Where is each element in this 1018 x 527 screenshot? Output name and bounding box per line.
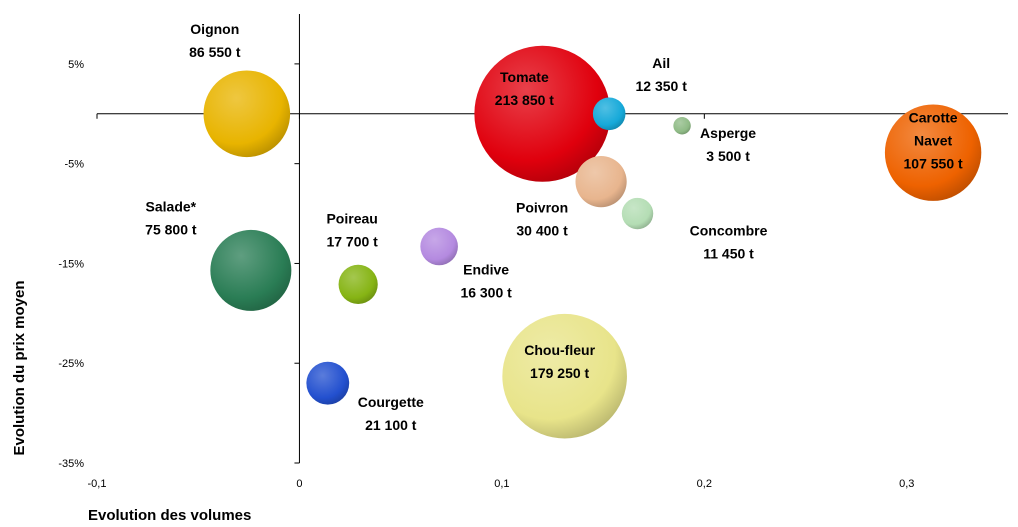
bubble-endive	[420, 227, 458, 266]
bubble-oignon	[203, 70, 291, 158]
y-tick-label: -15%	[58, 258, 84, 270]
bubble-label-poireau: Poireau 17 700 t	[326, 210, 378, 249]
bubble-tomate	[474, 45, 611, 182]
y-axis-title: Evolution du prix moyen	[11, 280, 28, 455]
bubble-labels: Oignon 86 550 t Tomate 213 850 t Ail 12 350 t…	[145, 21, 963, 433]
bubble-label-oignon: Oignon 86 550 t	[189, 21, 241, 60]
bubble-label-carotte-navet: Carotte Navet 107 550 t	[904, 110, 963, 172]
bubble-label-endive: Endive 16 300 t	[460, 261, 512, 300]
bubble-label-salade: Salade* 75 800 t	[145, 198, 197, 237]
y-tick-label: -25%	[58, 358, 84, 370]
bubble-asperge	[673, 117, 691, 135]
bubbles	[203, 45, 982, 439]
x-axis-title: Evolution des volumes	[88, 507, 251, 524]
bubble-label-asperge: Asperge 3 500 t	[700, 125, 756, 164]
x-tick-label: -0,1	[88, 478, 107, 490]
bubble-poivron	[575, 156, 627, 208]
bubble-chou-fleur	[502, 313, 627, 439]
y-tick-label: -35%	[58, 458, 84, 470]
x-tick-label: 0,1	[494, 478, 509, 490]
y-tick-label: -5%	[64, 159, 84, 171]
x-tick-label: 0	[296, 478, 302, 490]
bubble-poireau	[338, 264, 378, 304]
bubble-label-ail: Ail 12 350 t	[635, 55, 687, 94]
bubble-label-courgette: Courgette 21 100 t	[358, 394, 424, 433]
bubble-concombre	[621, 197, 654, 230]
x-tick-label: 0,2	[697, 478, 712, 490]
bubble-label-concombre: Concombre 11 450 t	[690, 223, 768, 262]
bubble-ail	[592, 97, 626, 131]
bubble-salade	[210, 229, 292, 311]
bubble-label-poivron: Poivron 30 400 t	[516, 200, 568, 239]
bubble-courgette	[306, 361, 350, 405]
x-tick-label: 0,3	[899, 478, 914, 490]
bubble-label-tomate: Tomate 213 850 t	[495, 69, 554, 108]
bubble-carotte-navet	[884, 104, 982, 201]
bubble-label-chou-fleur: Chou-fleur 179 250 t	[524, 342, 595, 381]
y-tick-label: 5%	[68, 59, 84, 71]
